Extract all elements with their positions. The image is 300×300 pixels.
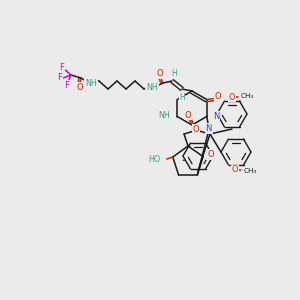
Text: N: N <box>213 112 219 121</box>
Text: NH: NH <box>146 83 158 92</box>
Text: O: O <box>214 92 221 101</box>
Text: O: O <box>229 92 235 101</box>
Text: H: H <box>171 70 177 79</box>
Text: O: O <box>157 70 163 79</box>
Text: F: F <box>60 62 64 71</box>
Text: NH: NH <box>158 111 170 120</box>
Text: F: F <box>64 80 69 89</box>
Text: O: O <box>207 150 214 159</box>
Text: O: O <box>185 110 191 119</box>
Text: CH₃: CH₃ <box>241 93 254 99</box>
Text: N: N <box>206 124 212 133</box>
Text: F: F <box>58 74 62 82</box>
Text: O: O <box>77 82 83 91</box>
Text: HO: HO <box>148 154 161 164</box>
Text: CH₃: CH₃ <box>244 168 257 174</box>
Text: O: O <box>193 124 199 134</box>
Text: H: H <box>179 92 185 101</box>
Text: NH: NH <box>85 79 97 88</box>
Text: O: O <box>232 166 238 175</box>
